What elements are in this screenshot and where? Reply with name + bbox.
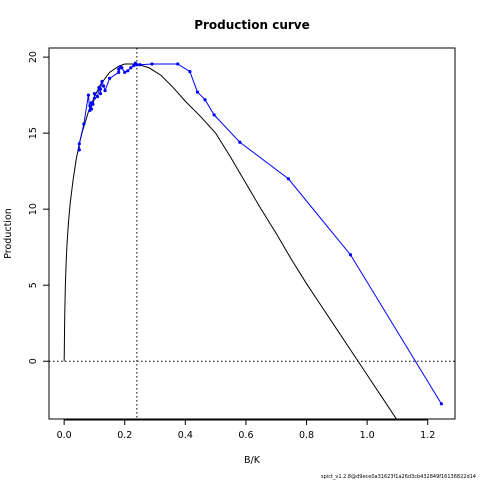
observed-point [117,67,121,71]
y-tick-label: 5 [28,282,39,288]
observed-point [135,63,139,67]
observed-point [138,63,142,67]
chart-title: Production curve [194,18,310,32]
observed-point [107,76,112,81]
y-tick-label: 10 [28,203,39,215]
observed-point [95,95,100,99]
observed-point [98,92,103,96]
observed-point [195,90,200,94]
y-tick-label: 20 [28,51,39,63]
observed-point [120,66,124,70]
observed-point [286,177,290,181]
observed-point [92,96,97,100]
observed-point [176,62,180,66]
observed-point [100,79,104,84]
observed-point [82,122,86,126]
observed-point [348,253,353,257]
x-tick-label: 1.2 [420,430,435,441]
observed-point [129,66,133,70]
y-axis: 0 5 10 15 20 [28,51,50,364]
x-tick-label: 0.8 [299,430,314,441]
observed-point [77,148,81,152]
observed-point [123,70,127,74]
plot-area [49,48,455,419]
observed-point [89,107,94,111]
x-tick-label: 0.0 [57,430,72,441]
model-curve-line [63,63,398,419]
observed-point [212,113,216,117]
observed-point [150,62,154,66]
y-tick-label: 15 [28,127,39,139]
observed-series-line [78,62,442,405]
y-axis-label: Production [3,208,14,259]
observed-point [77,142,81,146]
observed-point [91,102,95,106]
observed-point [86,93,90,97]
x-tick-label: 0.2 [117,430,132,441]
observed-point [238,140,242,144]
x-tick-label: 1.0 [360,430,375,441]
observed-point [439,402,443,406]
y-tick-label: 0 [28,358,39,364]
observed-point [92,92,97,96]
observed-point [98,87,103,91]
observed-point [203,98,207,102]
x-tick-label: 0.4 [178,430,193,441]
observed-point [101,84,106,88]
observed-point [132,63,136,68]
plot-frame [48,47,456,420]
version-footnote: spict_v1.2.8@d9ece0a31623f1a26d3cb432849… [321,474,476,480]
observed-point [103,88,107,93]
x-tick-label: 0.6 [238,430,253,441]
x-axis: 0.0 0.2 0.4 0.6 0.8 1.0 1.2 [57,419,435,441]
observed-point [126,69,130,73]
observed-point [117,70,121,74]
observed-point [188,69,192,74]
x-axis-label: B/K [244,455,261,466]
observed-point [88,104,92,108]
